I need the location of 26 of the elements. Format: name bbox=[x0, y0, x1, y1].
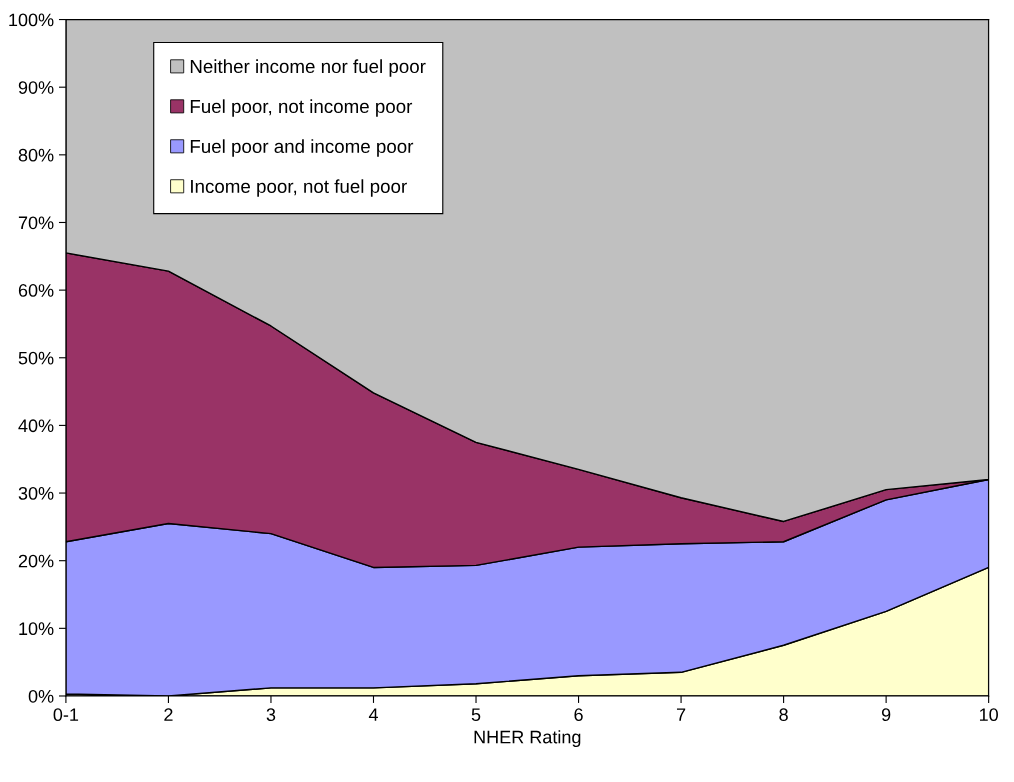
x-tick-label: 7 bbox=[676, 708, 686, 721]
legend-label: Fuel poor and income poor bbox=[190, 139, 414, 157]
legend-label: Income poor, not fuel poor bbox=[191, 179, 407, 197]
x-tick-label: 10 bbox=[979, 708, 998, 722]
x-tick-label: 2 bbox=[164, 708, 173, 721]
x-tick-label: 6 bbox=[574, 708, 583, 722]
legend-label: Fuel poor, not income poor bbox=[190, 99, 413, 117]
x-tick-label: 9 bbox=[881, 708, 891, 722]
y-tick-label: 10% bbox=[19, 622, 54, 636]
x-tick-label: 4 bbox=[368, 708, 378, 721]
y-tick-label: 80% bbox=[18, 148, 54, 162]
x-tick-label: 5 bbox=[471, 708, 481, 722]
x-axis-title: NHER Rating bbox=[474, 730, 581, 747]
y-tick-label: 0% bbox=[28, 689, 54, 703]
y-tick-label: 90% bbox=[18, 81, 54, 94]
y-tick-label: 20% bbox=[18, 554, 54, 568]
y-tick-label: 30% bbox=[18, 486, 54, 500]
y-tick-label: 70% bbox=[18, 216, 54, 230]
x-tick-label: 3 bbox=[266, 708, 276, 722]
x-tick-label: 0-1 bbox=[53, 708, 79, 722]
y-tick-label: 40% bbox=[18, 419, 54, 433]
x-tick-label: 8 bbox=[779, 708, 788, 722]
legend-label: Neither income nor fuel poor bbox=[190, 59, 426, 77]
y-tick-label: 100% bbox=[9, 13, 54, 27]
y-tick-label: 50% bbox=[18, 351, 54, 365]
y-tick-label: 60% bbox=[18, 284, 54, 297]
